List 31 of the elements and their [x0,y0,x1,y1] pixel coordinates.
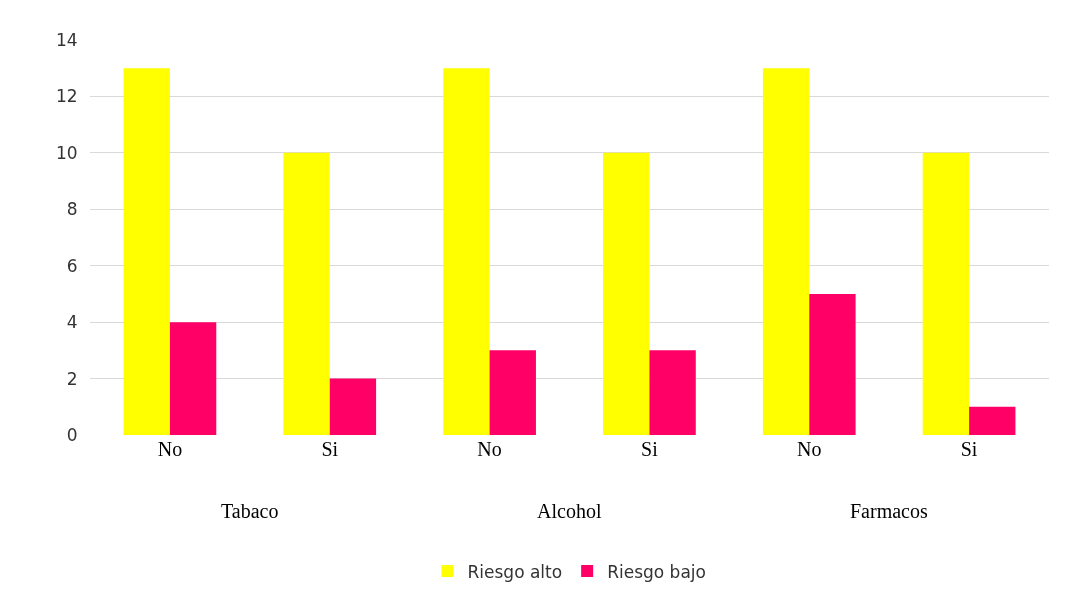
bar [922,152,970,435]
y-tick-label: 12 [55,86,78,107]
text: Farmacos [850,500,928,522]
bar [123,68,170,435]
bar [329,378,377,435]
x-tick-label: No [477,438,502,460]
text: Tabaco [221,500,279,522]
y-tick-label: 14 [55,29,78,50]
legend-label: Riesgo bajo [607,561,706,582]
x-tick-label: No [797,438,822,460]
bar [969,406,1016,435]
y-tick-label: 10 [55,142,78,163]
x-tick-label: Si [321,438,339,460]
bar [809,293,856,435]
y-tick-label: 2 [66,368,78,389]
bar [649,350,696,435]
legend-label: Riesgo alto [467,561,563,582]
bar [603,152,650,435]
bar [443,68,490,435]
y-tick-label: 4 [66,312,78,333]
x-tick-label: Si [641,438,659,460]
text: Alcohol [537,500,602,522]
x-tick-label: No [157,438,183,460]
bar [283,152,330,435]
bar [169,322,217,435]
bar [489,350,536,435]
x-tick-label: Si [960,438,978,460]
y-tick-label: 0 [66,424,78,445]
bar [762,68,810,435]
y-tick-label: 6 [66,255,78,276]
y-tick-label: 8 [66,199,78,220]
